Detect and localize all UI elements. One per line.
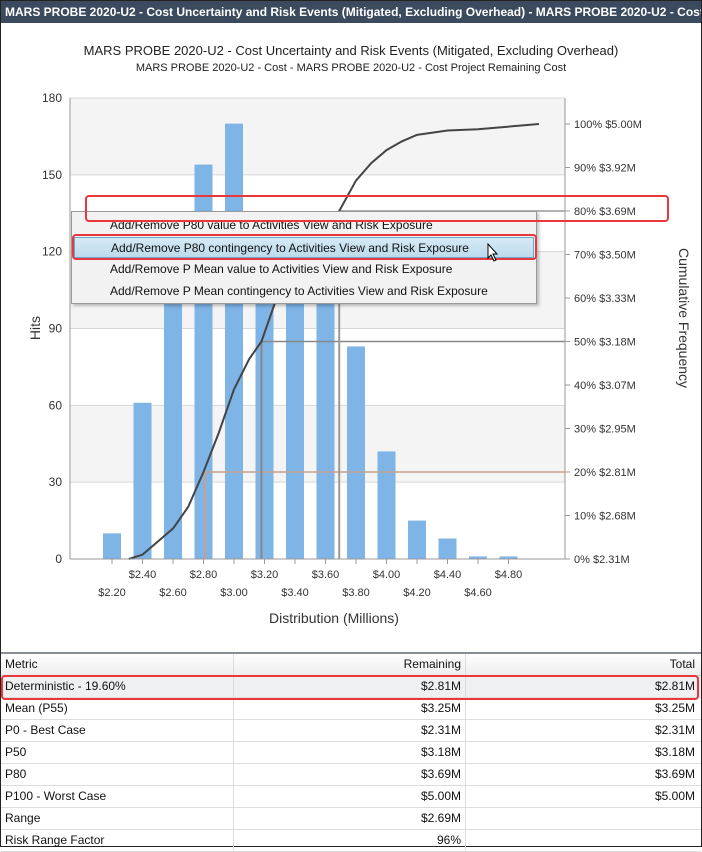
y2-tick-label: 80% $3.69M — [574, 206, 636, 218]
x-tick-label: $2.40 — [129, 569, 157, 581]
context-menu: Add/Remove P80 value to Activities View … — [71, 211, 537, 304]
y2-tick-label: 50% $3.18M — [574, 337, 636, 349]
metric-cell: P0 - Best Case — [1, 720, 234, 741]
histogram-bar — [408, 520, 426, 559]
chart-title: MARS PROBE 2020-U2 - Cost Uncertainty an… — [84, 43, 619, 58]
column-header-total[interactable]: Total — [669, 657, 695, 671]
metric-cell: Mean (P55) — [1, 698, 234, 719]
column-header-remaining[interactable]: Remaining — [234, 654, 466, 675]
x-tick-label: $2.20 — [98, 587, 126, 599]
x-tick-label: $3.60 — [312, 569, 340, 581]
menu-item-pmean-contingency[interactable]: Add/Remove P Mean contingency to Activit… — [110, 284, 488, 298]
total-cell — [466, 830, 699, 851]
table-row[interactable]: P50 $3.18M $3.18M — [1, 742, 701, 764]
table-row[interactable]: Deterministic - 19.60% $2.81M $2.81M — [1, 676, 701, 698]
window-title: MARS PROBE 2020-U2 - Cost Uncertainty an… — [1, 1, 701, 23]
y2-tick-label: 30% $2.95M — [574, 424, 636, 436]
y2-tick-label: 100% $5.00M — [574, 119, 642, 131]
histogram-bar — [438, 538, 457, 559]
chart-subtitle: MARS PROBE 2020-U2 - Cost - MARS PROBE 2… — [136, 62, 566, 74]
remaining-cell: $3.18M — [234, 742, 466, 763]
remaining-cell: $2.69M — [234, 808, 466, 829]
table-row[interactable]: P0 - Best Case $2.31M $2.31M — [1, 720, 701, 742]
remaining-cell: $3.69M — [234, 764, 466, 785]
metric-cell: P100 - Worst Case — [1, 786, 234, 807]
remaining-cell: $3.25M — [234, 698, 466, 719]
highlight-menu-item — [72, 234, 537, 260]
total-cell: $2.81M — [654, 679, 695, 693]
total-cell: $3.25M — [654, 701, 695, 715]
remaining-cell: $5.00M — [234, 786, 466, 807]
x-tick-label: $2.60 — [159, 587, 187, 599]
menu-item-pmean-value[interactable]: Add/Remove P Mean value to Activities Vi… — [110, 262, 453, 276]
total-cell: $2.31M — [654, 723, 695, 737]
y2-tick-label: 0% $2.31M — [574, 554, 630, 566]
total-cell: $5.00M — [654, 789, 695, 803]
histogram-bar — [499, 556, 518, 559]
histogram-bar — [164, 238, 182, 559]
histogram-bar — [255, 226, 274, 560]
table-row[interactable]: Risk Range Factor 96% — [1, 830, 701, 852]
y-tick-label: 60 — [49, 398, 63, 412]
metric-cell: Deterministic - 19.60% — [1, 676, 234, 697]
x-tick-label: $4.80 — [495, 569, 523, 581]
table-header: Metric Remaining Total — [1, 654, 701, 676]
y2-tick-label: 70% $3.50M — [574, 250, 636, 262]
y-tick-label: 180 — [42, 91, 62, 105]
x-tick-label: $3.40 — [281, 587, 309, 599]
y2-tick-label: 40% $3.07M — [574, 380, 636, 392]
menu-item-p80-contingency[interactable]: Add/Remove P80 contingency to Activities… — [74, 237, 534, 258]
table-row[interactable]: Mean (P55) $3.25M $3.25M — [1, 698, 701, 720]
grid-band — [70, 98, 565, 175]
total-cell — [466, 808, 699, 829]
histogram-bar — [225, 123, 243, 559]
x-tick-label: $3.20 — [251, 569, 279, 581]
highlight-deterministic-row — [1, 675, 699, 700]
x-tick-label: $4.00 — [373, 569, 401, 581]
histogram-bar — [133, 402, 152, 559]
histogram-bar — [377, 451, 396, 559]
x-tick-label: $2.80 — [190, 569, 218, 581]
remaining-cell: 96% — [234, 830, 466, 851]
y2-axis-label: Cumulative Frequency — [676, 248, 692, 388]
x-tick-label: $4.60 — [464, 587, 492, 599]
y2-tick-label: 10% $2.68M — [574, 511, 636, 523]
x-tick-label: $3.80 — [342, 587, 370, 599]
total-cell: $3.18M — [654, 745, 695, 759]
x-tick-label: $3.00 — [220, 587, 248, 599]
metric-cell: Risk Range Factor — [1, 830, 234, 851]
y2-tick-label: 20% $2.81M — [574, 467, 636, 479]
remaining-cell: $2.81M — [234, 676, 466, 697]
y-tick-label: 30 — [49, 475, 63, 489]
metrics-table: Metric Remaining Total Deterministic - 1… — [1, 652, 701, 852]
y-tick-label: 0 — [55, 552, 62, 566]
metric-cell: Range — [1, 808, 234, 829]
x-axis-label: Distribution (Millions) — [269, 610, 399, 626]
y-tick-label: 90 — [49, 322, 63, 336]
histogram-bar — [469, 556, 487, 559]
total-cell: $3.69M — [654, 767, 695, 781]
table-row[interactable]: P100 - Worst Case $5.00M $5.00M — [1, 786, 701, 808]
y2-tick-label: 90% $3.92M — [574, 163, 636, 175]
histogram-bar — [286, 238, 304, 559]
y-axis-label: Hits — [27, 316, 43, 340]
highlight-p80-line — [85, 195, 669, 222]
table-row[interactable]: Range $2.69M — [1, 808, 701, 830]
histogram-bar — [316, 277, 335, 559]
metric-cell: P80 — [1, 764, 234, 785]
table-row[interactable]: P80 $3.69M $3.69M — [1, 764, 701, 786]
y2-tick-label: 60% $3.33M — [574, 293, 636, 305]
distribution-chart: MARS PROBE 2020-U2 - Cost Uncertainty an… — [27, 43, 692, 626]
mouse-cursor-icon — [487, 243, 499, 262]
histogram-bar — [103, 533, 121, 559]
remaining-cell: $2.31M — [234, 720, 466, 741]
y-tick-label: 120 — [42, 245, 62, 259]
metric-cell: P50 — [1, 742, 234, 763]
column-header-metric[interactable]: Metric — [1, 654, 234, 675]
y-tick-label: 150 — [42, 168, 62, 182]
histogram-bar — [347, 346, 365, 559]
x-tick-label: $4.20 — [403, 587, 431, 599]
x-tick-label: $4.40 — [434, 569, 462, 581]
